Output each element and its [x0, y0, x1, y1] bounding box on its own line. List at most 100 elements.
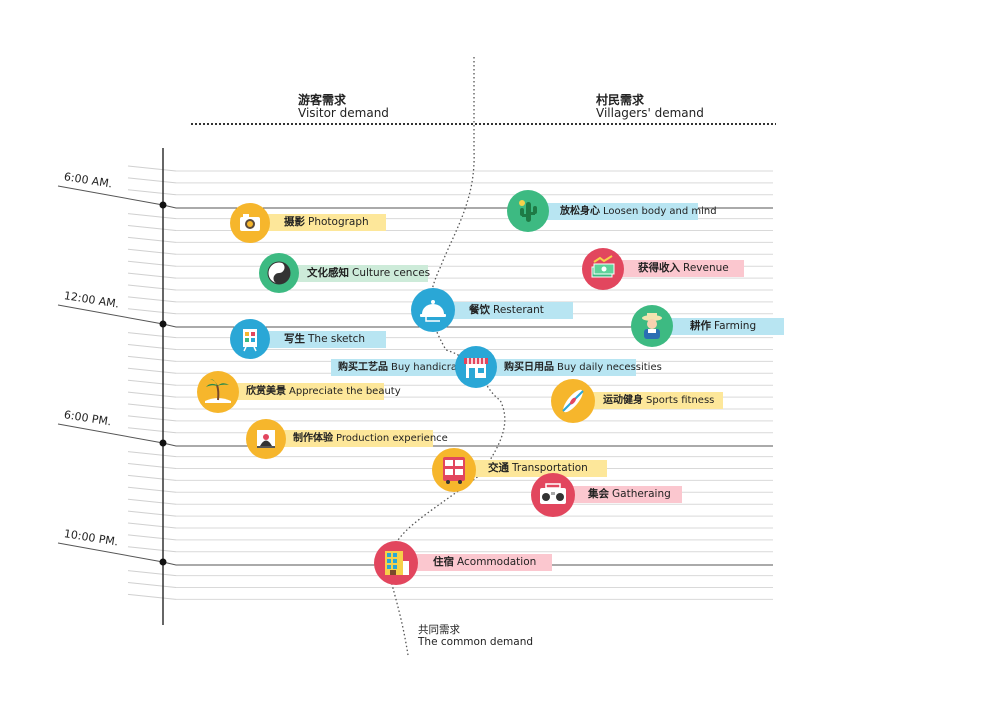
item-photograph: 摄影 Photograph: [258, 214, 386, 231]
item-sketch-en: The sketch: [308, 333, 366, 345]
pottery-icon: [246, 419, 286, 459]
visitor-demand-en: Visitor demand: [298, 106, 389, 120]
item-transportation-en: Transportation: [512, 462, 588, 474]
item-loosen: 放松身心 Loosen body and mind: [530, 203, 717, 220]
item-handicraft-en: Buy handicraft: [391, 362, 465, 373]
item-revenue: 获得收入 Revenue: [604, 260, 744, 277]
visitor-demand-zh: 游客需求: [298, 93, 347, 107]
item-sketch: 写生 The sketch: [258, 331, 386, 348]
item-accommodation: 住宿 Acommodation: [396, 554, 552, 571]
grid-tick: [127, 546, 177, 553]
item-necessities: 购买日用品 Buy daily necessities: [476, 359, 662, 376]
item-transportation-zh: 交通: [488, 462, 509, 474]
grid-tick: [127, 308, 177, 315]
grid-tick: [127, 236, 177, 243]
axis-dot: [159, 439, 167, 447]
grid-tick: [127, 593, 177, 600]
item-culture-en: Culture cences: [352, 267, 431, 279]
grid-tick: [127, 415, 177, 422]
grid-tick: [127, 403, 177, 410]
item-sketch-zh: 写生: [284, 333, 305, 345]
item-photograph-en: Photograph: [308, 216, 369, 228]
grid-tick: [127, 498, 177, 505]
villagers-demand-zh: 村民需求: [596, 93, 645, 107]
bus-icon: [432, 448, 476, 492]
grid-tick: [127, 582, 177, 588]
grid-tick: [127, 260, 177, 267]
item-farming: 耕作 Farming: [653, 318, 784, 335]
grid-tick: [127, 510, 177, 517]
axis-dot: [159, 320, 167, 328]
common-demand-label: 共同需求 The common demand: [418, 624, 533, 648]
item-loosen-en: Loosen body and mind: [603, 206, 717, 217]
item-loosen-zh: 放松身心: [560, 206, 600, 217]
item-handicraft-zh: 购买工艺品: [338, 362, 388, 373]
grid-tick: [127, 225, 177, 231]
item-revenue-en: Revenue: [683, 262, 729, 274]
visitor-demand-header: 游客需求 Visitor demand: [298, 94, 389, 120]
grid-tick: [127, 522, 177, 529]
item-farming-en: Farming: [714, 320, 757, 332]
item-culture-zh: 文化感知: [307, 267, 349, 279]
item-restaurant-en: Resterant: [493, 304, 544, 316]
item-handicraft: 购买工艺品 Buy handicraft: [331, 359, 477, 376]
grid-tick: [127, 474, 177, 481]
grid-tick: [127, 486, 177, 493]
major-time-line: [57, 304, 773, 328]
palm-tree-icon: [197, 371, 239, 413]
item-accommodation-zh: 住宿: [433, 556, 454, 568]
grid-tick: [127, 463, 177, 469]
grid-tick: [127, 391, 177, 398]
item-beauty-zh: 欣赏美景: [246, 386, 286, 397]
item-accommodation-en: Acommodation: [457, 556, 537, 568]
item-photograph-zh: 摄影: [284, 216, 305, 228]
grid-tick: [127, 379, 177, 386]
item-necessities-en: Buy daily necessities: [557, 362, 662, 373]
common-demand-en: The common demand: [418, 636, 534, 648]
item-production: 制作体验 Production experience: [266, 430, 448, 447]
grid-tick: [127, 332, 177, 339]
grid-tick: [127, 427, 177, 434]
item-revenue-zh: 获得收入: [638, 262, 680, 274]
kayak-icon: [551, 379, 595, 423]
grid-tick: [127, 451, 177, 458]
item-beauty-en: Appreciate the beauty: [289, 386, 401, 397]
grid-tick: [127, 213, 177, 220]
grid-tick: [127, 284, 177, 291]
grid-tick: [127, 177, 177, 184]
villagers-demand-header: 村民需求 Villagers' demand: [596, 94, 704, 120]
boombox-icon: [531, 473, 575, 517]
item-transportation: 交通 Transportation: [454, 460, 607, 477]
grid-tick: [127, 355, 177, 362]
shop-icon: [455, 346, 497, 388]
grid-tick: [127, 344, 177, 350]
grid-tick: [127, 534, 177, 541]
easel-icon: [230, 319, 270, 359]
item-sports-zh: 运动健身: [603, 395, 643, 406]
common-demand-zh: 共同需求: [418, 624, 460, 636]
item-sports: 运动健身 Sports fitness: [573, 392, 723, 409]
item-sports-en: Sports fitness: [646, 395, 715, 406]
major-time-line: [57, 423, 773, 447]
item-production-zh: 制作体验: [293, 433, 333, 444]
camera-icon: [230, 203, 270, 243]
grid-tick: [127, 367, 177, 374]
item-necessities-zh: 购买日用品: [504, 362, 554, 373]
common-demand-path: [387, 57, 506, 656]
grid-tick: [127, 272, 177, 279]
grid-tick: [127, 189, 177, 196]
item-restaurant: 餐饮 Resterant: [435, 302, 573, 319]
item-gathering-zh: 集会: [588, 488, 609, 500]
item-farming-zh: 耕作: [690, 320, 711, 332]
major-time-line: [57, 185, 773, 209]
item-production-en: Production experience: [336, 433, 448, 444]
axis-dot: [159, 201, 167, 209]
axis-dot: [159, 558, 167, 566]
villagers-demand-en: Villagers' demand: [596, 106, 704, 120]
item-culture: 文化感知 Culture cences: [287, 265, 431, 282]
grid-tick: [127, 165, 177, 172]
grid-tick: [127, 570, 177, 577]
cactus-icon: [507, 190, 549, 232]
